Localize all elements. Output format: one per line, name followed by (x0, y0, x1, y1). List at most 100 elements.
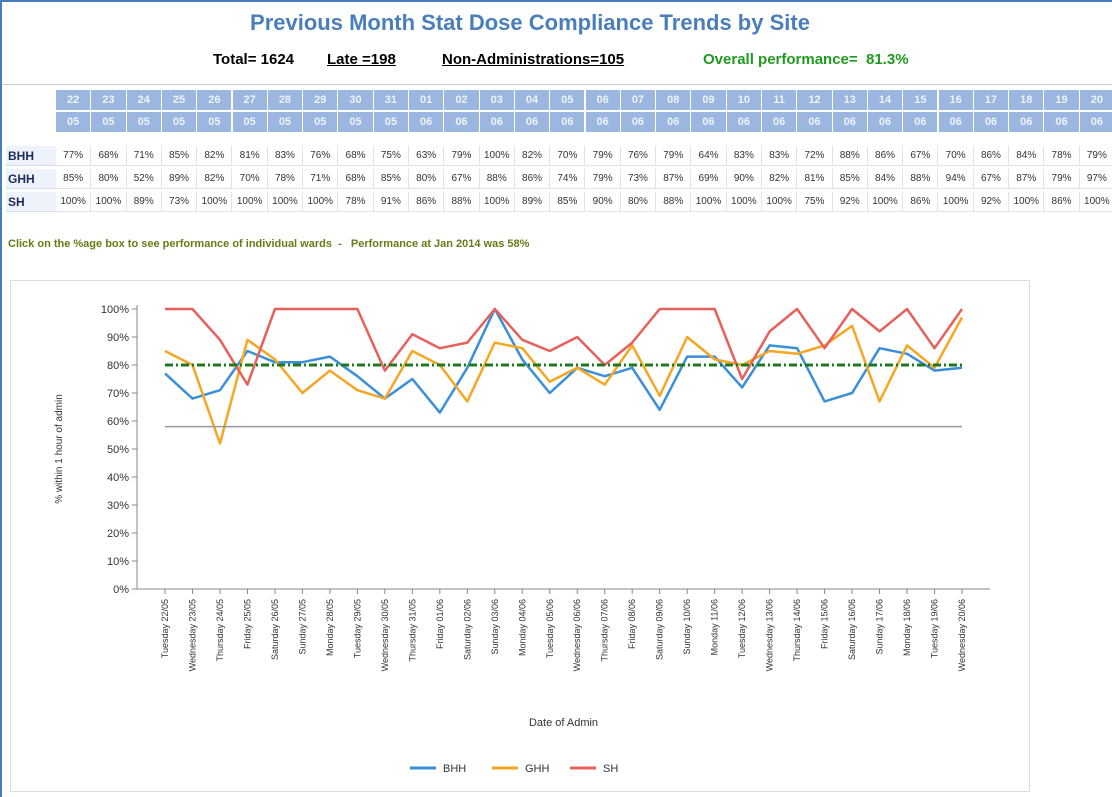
percent-cell[interactable]: 81% (797, 169, 833, 189)
percent-cell[interactable]: 92% (832, 192, 868, 212)
x-tick-label: Wednesday 23/05 (187, 599, 197, 671)
percent-cell[interactable]: 73% (620, 169, 657, 189)
percent-cell[interactable]: 52% (126, 169, 162, 189)
percent-cell[interactable]: 97% (1079, 169, 1112, 189)
percent-cell[interactable]: 78% (338, 192, 374, 212)
percent-cell[interactable]: 100% (1079, 192, 1112, 212)
percent-cell[interactable]: 90% (585, 192, 621, 212)
chart-frame (10, 280, 1030, 792)
percent-cell[interactable]: 89% (126, 192, 162, 212)
percent-cell[interactable]: 85% (832, 169, 868, 189)
percent-cell[interactable]: 69% (691, 169, 727, 189)
percent-cell[interactable]: 76% (303, 146, 339, 166)
day-header: 02 (444, 90, 480, 110)
percent-cell[interactable]: 79% (1044, 169, 1080, 189)
percent-cell[interactable]: 85% (56, 169, 92, 189)
month-header: 06 (1079, 112, 1112, 132)
percent-cell[interactable]: 85% (550, 192, 586, 212)
percent-cell[interactable]: 83% (762, 146, 798, 166)
percent-cell[interactable]: 81% (232, 146, 268, 166)
percent-cell[interactable]: 100% (267, 192, 304, 212)
percent-cell[interactable]: 71% (126, 146, 162, 166)
percent-cell[interactable]: 67% (903, 146, 939, 166)
percent-cell[interactable]: 84% (1009, 146, 1045, 166)
percent-cell[interactable]: 68% (91, 146, 127, 166)
percent-cell[interactable]: 92% (973, 192, 1010, 212)
percent-cell[interactable]: 75% (797, 192, 833, 212)
day-header: 08 (656, 90, 692, 110)
percent-cell[interactable]: 70% (550, 146, 586, 166)
percent-cell[interactable]: 79% (656, 146, 692, 166)
percent-cell[interactable]: 89% (514, 192, 551, 212)
percent-cell[interactable]: 79% (585, 169, 621, 189)
percent-cell[interactable]: 100% (762, 192, 798, 212)
percent-cell[interactable]: 85% (373, 169, 409, 189)
percent-cell[interactable]: 100% (56, 192, 92, 212)
percent-cell[interactable]: 88% (656, 192, 692, 212)
percent-cell[interactable]: 74% (550, 169, 586, 189)
y-tick-label: 20% (107, 528, 129, 540)
percent-cell[interactable]: 80% (409, 169, 445, 189)
percent-cell[interactable]: 100% (197, 192, 233, 212)
percent-cell[interactable]: 82% (514, 146, 551, 166)
percent-cell[interactable]: 86% (409, 192, 445, 212)
percent-cell[interactable]: 67% (973, 169, 1010, 189)
percent-cell[interactable]: 64% (691, 146, 727, 166)
percent-cell[interactable]: 87% (656, 169, 692, 189)
percent-cell[interactable]: 89% (161, 169, 198, 189)
percent-cell[interactable]: 70% (938, 146, 974, 166)
percent-cell[interactable]: 86% (903, 192, 939, 212)
percent-cell[interactable]: 79% (1079, 146, 1112, 166)
percent-cell[interactable]: 100% (938, 192, 974, 212)
percent-cell[interactable]: 94% (938, 169, 974, 189)
percent-cell[interactable]: 88% (832, 146, 868, 166)
percent-cell[interactable]: 84% (867, 169, 904, 189)
percent-cell[interactable]: 78% (267, 169, 304, 189)
percent-cell[interactable]: 100% (303, 192, 339, 212)
percent-cell[interactable]: 70% (232, 169, 268, 189)
percent-cell[interactable]: 86% (1044, 192, 1080, 212)
percent-cell[interactable]: 91% (373, 192, 409, 212)
percent-cell[interactable]: 63% (409, 146, 445, 166)
percent-cell[interactable]: 90% (726, 169, 762, 189)
percent-cell[interactable]: 73% (161, 192, 198, 212)
percent-cell[interactable]: 82% (762, 169, 798, 189)
percent-cell[interactable]: 76% (620, 146, 657, 166)
y-tick-label: 80% (107, 360, 129, 372)
percent-cell[interactable]: 78% (1044, 146, 1080, 166)
percent-cell[interactable]: 88% (444, 192, 480, 212)
percent-cell[interactable]: 79% (585, 146, 621, 166)
percent-cell[interactable]: 71% (303, 169, 339, 189)
percent-cell[interactable]: 100% (479, 146, 515, 166)
percent-cell[interactable]: 100% (726, 192, 762, 212)
percent-cell[interactable]: 87% (1009, 169, 1045, 189)
percent-cell[interactable]: 86% (867, 146, 904, 166)
percent-cell[interactable]: 100% (867, 192, 904, 212)
percent-cell[interactable]: 80% (620, 192, 657, 212)
percent-cell[interactable]: 80% (91, 169, 127, 189)
percent-cell[interactable]: 86% (973, 146, 1010, 166)
percent-cell[interactable]: 68% (338, 169, 374, 189)
legend-label: GHH (525, 763, 550, 775)
percent-cell[interactable]: 77% (56, 146, 92, 166)
percent-cell[interactable]: 100% (479, 192, 515, 212)
percent-cell[interactable]: 85% (161, 146, 198, 166)
day-header: 14 (867, 90, 904, 110)
percent-cell[interactable]: 88% (903, 169, 939, 189)
percent-cell[interactable]: 100% (1009, 192, 1045, 212)
percent-cell[interactable]: 86% (514, 169, 551, 189)
percent-cell[interactable]: 72% (797, 146, 833, 166)
percent-cell[interactable]: 67% (444, 169, 480, 189)
month-header: 05 (56, 112, 92, 132)
percent-cell[interactable]: 100% (91, 192, 127, 212)
percent-cell[interactable]: 82% (197, 146, 233, 166)
percent-cell[interactable]: 83% (726, 146, 762, 166)
percent-cell[interactable]: 79% (444, 146, 480, 166)
percent-cell[interactable]: 100% (691, 192, 727, 212)
percent-cell[interactable]: 100% (232, 192, 268, 212)
percent-cell[interactable]: 68% (338, 146, 374, 166)
percent-cell[interactable]: 83% (267, 146, 304, 166)
percent-cell[interactable]: 82% (197, 169, 233, 189)
percent-cell[interactable]: 75% (373, 146, 409, 166)
percent-cell[interactable]: 88% (479, 169, 515, 189)
